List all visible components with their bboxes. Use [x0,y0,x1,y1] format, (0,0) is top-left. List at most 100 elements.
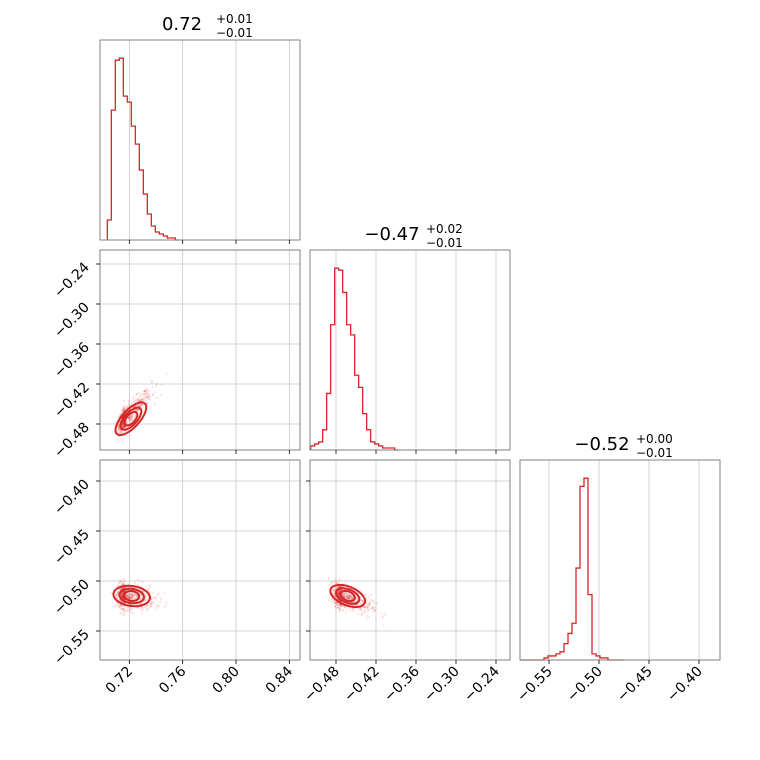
sample-point [128,399,131,402]
sample-point [117,424,120,427]
sample-point [368,616,371,619]
sample-point [336,603,339,606]
sample-point [146,608,149,612]
sample-point [144,595,147,599]
sample-point [129,596,133,599]
sample-point [347,597,350,601]
sample-point [131,597,134,600]
sample-point [121,594,124,597]
sample-point [334,607,337,610]
sample-point [122,608,125,611]
sample-point [130,418,133,421]
density-contour [335,587,361,605]
sample-point [148,394,152,397]
sample-point [146,395,149,399]
sample-point [117,426,120,429]
sample-point [356,604,359,607]
sample-point [349,598,352,601]
sample-point [329,583,332,586]
sample-point [123,612,126,615]
sample-point [346,594,349,598]
sample-point [116,591,119,594]
sample-point [142,403,145,406]
sample-point [136,408,140,411]
density-contour [123,590,141,602]
sample-point [345,597,348,600]
sample-point [357,608,360,611]
sample-point [348,593,351,596]
sample-point [121,587,124,590]
sample-point [145,397,148,400]
sample-point [117,424,120,427]
sample-point [136,595,139,598]
sample-point [336,591,340,594]
sample-point [117,591,120,594]
x-tick-label: −0.48 [301,664,343,706]
sample-point [160,383,163,386]
sample-point [133,593,136,596]
sample-point [334,601,337,604]
sample-point [112,422,116,425]
sample-point [117,429,120,432]
sample-point [119,579,123,582]
sample-point [129,414,132,417]
sample-point [119,432,122,435]
sample-point [126,592,129,595]
sample-point [125,594,128,597]
sample-point [148,398,152,401]
sample-point [150,600,154,603]
sample-point [139,598,143,601]
sample-point [146,395,149,398]
sample-point [121,581,124,584]
sample-point [133,581,136,584]
sample-point [141,405,144,408]
sample-point [123,426,126,430]
sample-point [121,593,124,596]
sample-point [123,590,126,593]
sample-point [120,595,123,598]
sample-point [143,395,146,398]
sample-point [140,403,143,406]
sample-point [129,597,133,601]
sample-point [330,600,333,603]
sample-point [126,595,129,598]
sample-point [126,593,129,596]
sample-point [366,606,369,609]
sample-point [336,606,339,609]
sample-point [339,605,342,608]
sample-point [120,607,124,610]
sample-point [138,398,141,401]
sample-point [144,389,147,392]
sample-point [140,608,143,611]
sample-point [158,604,161,607]
hist-1-panel: −0.47 +0.02−0.01 [309,222,511,454]
panel-title-median: −0.47 [364,224,419,245]
sample-point [143,390,146,393]
sample-point [119,604,122,607]
sample-point [146,402,149,405]
sample-point [336,580,340,584]
sample-point [337,593,340,596]
panel-title-minus: −0.01 [426,236,463,250]
sample-point [338,608,341,611]
y-tick-label: −0.40 [51,477,93,519]
sample-point [122,614,125,617]
sample-point [121,407,124,410]
sample-point [361,599,364,603]
sample-point [350,597,353,600]
sample-point [375,602,378,605]
sample-point [346,597,349,600]
sample-point [337,592,340,595]
sample-point [371,607,374,610]
sample-point [117,426,120,429]
sample-point [333,601,336,605]
sample-point [131,594,134,597]
sample-point [116,584,119,588]
sample-point [123,425,126,428]
sample-point [332,600,335,603]
sample-point [141,608,144,612]
sample-point [348,594,351,597]
x-tick-label: −0.45 [614,664,656,706]
sample-point [126,405,129,408]
sample-point [120,595,124,598]
